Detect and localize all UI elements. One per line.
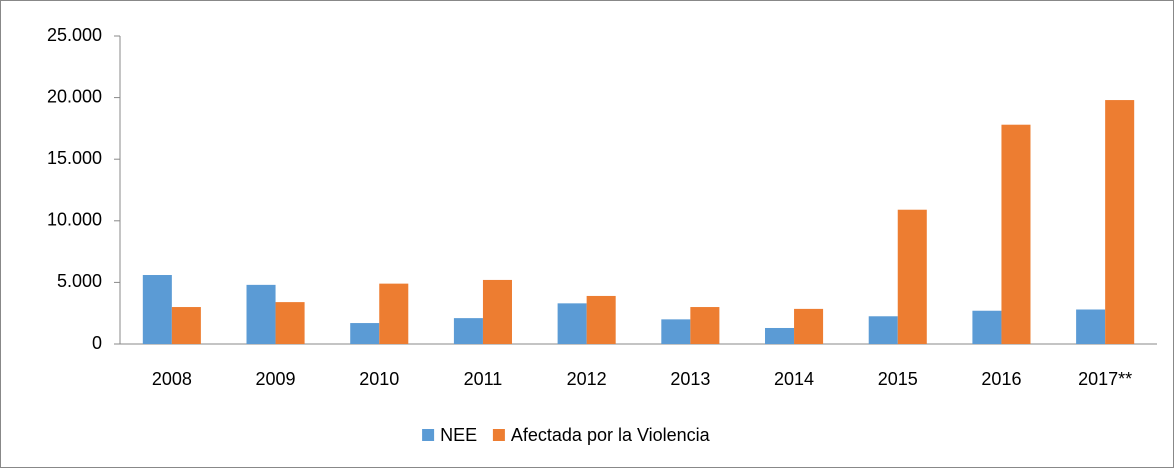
legend-swatch <box>492 429 505 441</box>
bar <box>897 209 927 344</box>
x-tick-label: 2013 <box>670 369 710 389</box>
legend-label: Afectada por la Violencia <box>511 425 711 445</box>
bar <box>765 327 795 344</box>
bar <box>586 295 616 344</box>
y-tick-label: 0 <box>92 333 102 353</box>
x-tick-label: 2009 <box>256 369 296 389</box>
y-tick-label: 5.000 <box>57 271 102 291</box>
bar <box>794 308 824 344</box>
x-tick-label: 2011 <box>464 369 503 389</box>
x-tick-label: 2014 <box>774 369 814 389</box>
bar <box>171 307 201 344</box>
bar <box>482 279 512 344</box>
x-tick-label: 2015 <box>878 369 918 389</box>
x-tick-label: 2017** <box>1078 369 1132 389</box>
x-tick-label: 2016 <box>981 369 1021 389</box>
y-tick-label: 15.000 <box>47 148 102 168</box>
bar <box>690 307 720 344</box>
bar <box>868 316 898 344</box>
bar <box>1076 309 1106 344</box>
bar <box>1105 100 1135 345</box>
bar <box>557 303 587 344</box>
bar <box>379 283 409 344</box>
y-tick-label: 10.000 <box>47 210 102 230</box>
legend-label: NEE <box>440 425 477 445</box>
bar <box>972 310 1002 344</box>
y-tick-label: 20.000 <box>47 86 102 106</box>
bar <box>275 302 305 344</box>
y-tick-label: 25.000 <box>47 25 102 45</box>
bar <box>142 275 172 344</box>
bar <box>350 323 380 344</box>
bar <box>246 284 276 344</box>
x-tick-label: 2008 <box>152 369 192 389</box>
legend-swatch <box>422 429 435 441</box>
bar <box>1001 124 1031 344</box>
x-tick-label: 2010 <box>359 369 399 389</box>
bar <box>453 318 483 344</box>
x-tick-label: 2012 <box>567 369 607 389</box>
bar <box>661 319 691 344</box>
